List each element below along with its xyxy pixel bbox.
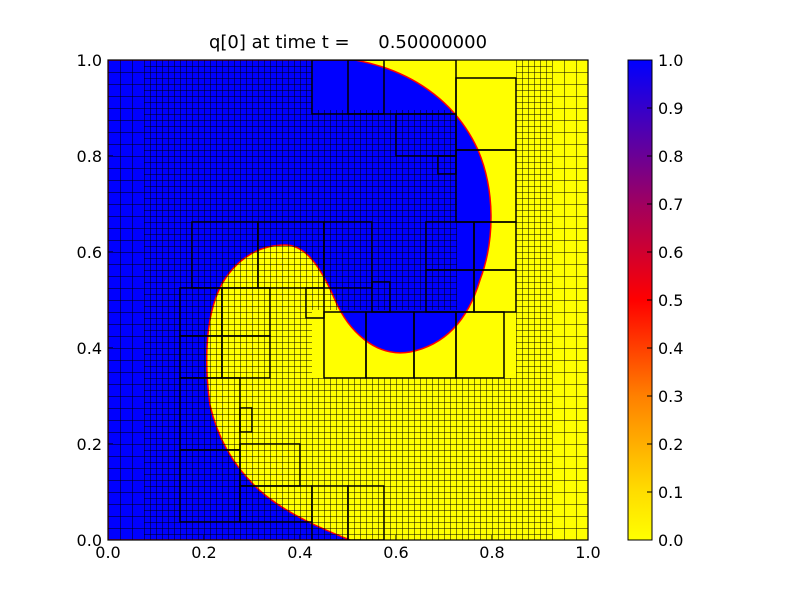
- colorbar-tick-label: 0.1: [658, 483, 683, 502]
- colorbar-ticks: 0.0 0.1 0.2 0.3 0.4 0.5 0.6 0.7 0.8 0.9 1.0: [647, 51, 683, 550]
- mesh-fine-bottom: [240, 378, 552, 540]
- y-tick-label: 0.4: [77, 339, 102, 358]
- colorbar-tick-label: 0.5: [658, 291, 683, 310]
- x-tick-label: 0.2: [191, 543, 216, 562]
- chart-title: q[0] at time t = 0.50000000: [209, 32, 487, 53]
- mesh-fine-mid-top: [312, 110, 457, 310]
- x-axis: 0.0 0.2 0.4 0.6 0.8 1.0: [95, 535, 601, 562]
- y-tick-label: 0.2: [77, 435, 102, 454]
- mesh-fine-right: [516, 60, 552, 380]
- colorbar-tick-label: 0.7: [658, 195, 683, 214]
- colorbar-tick-label: 0.8: [658, 147, 683, 166]
- x-tick-label: 0.8: [479, 543, 504, 562]
- x-tick-label: 0.4: [287, 543, 312, 562]
- y-tick-label: 0.8: [77, 147, 102, 166]
- x-tick-label: 1.0: [575, 543, 600, 562]
- colorbar-tick-label: 0.0: [658, 531, 683, 550]
- colorbar-tick-label: 0.3: [658, 387, 683, 406]
- mesh-grid: [108, 60, 588, 540]
- y-tick-label: 0.6: [77, 243, 102, 262]
- y-axis: 0.0 0.2 0.4 0.6 0.8 1.0: [77, 51, 113, 550]
- mesh-coarse-right: [552, 60, 588, 540]
- colorbar-tick-label: 0.9: [658, 99, 683, 118]
- y-tick-label: 1.0: [77, 51, 102, 70]
- colorbar-tick-label: 1.0: [658, 51, 683, 70]
- colorbar: 0.0 0.1 0.2 0.3 0.4 0.5 0.6 0.7 0.8 0.9 1.0: [627, 51, 683, 550]
- mesh-coarse-left: [108, 60, 144, 540]
- colorbar-tick-label: 0.2: [658, 435, 683, 454]
- mesh-patches: [179, 60, 517, 540]
- y-tick-label: 0.0: [77, 531, 102, 550]
- colorbar-tick-label: 0.6: [658, 243, 683, 262]
- plot-frame: [107, 59, 589, 541]
- colorbar-tick-label: 0.4: [658, 339, 683, 358]
- x-tick-label: 0.0: [95, 543, 120, 562]
- x-tick-label: 0.6: [383, 543, 408, 562]
